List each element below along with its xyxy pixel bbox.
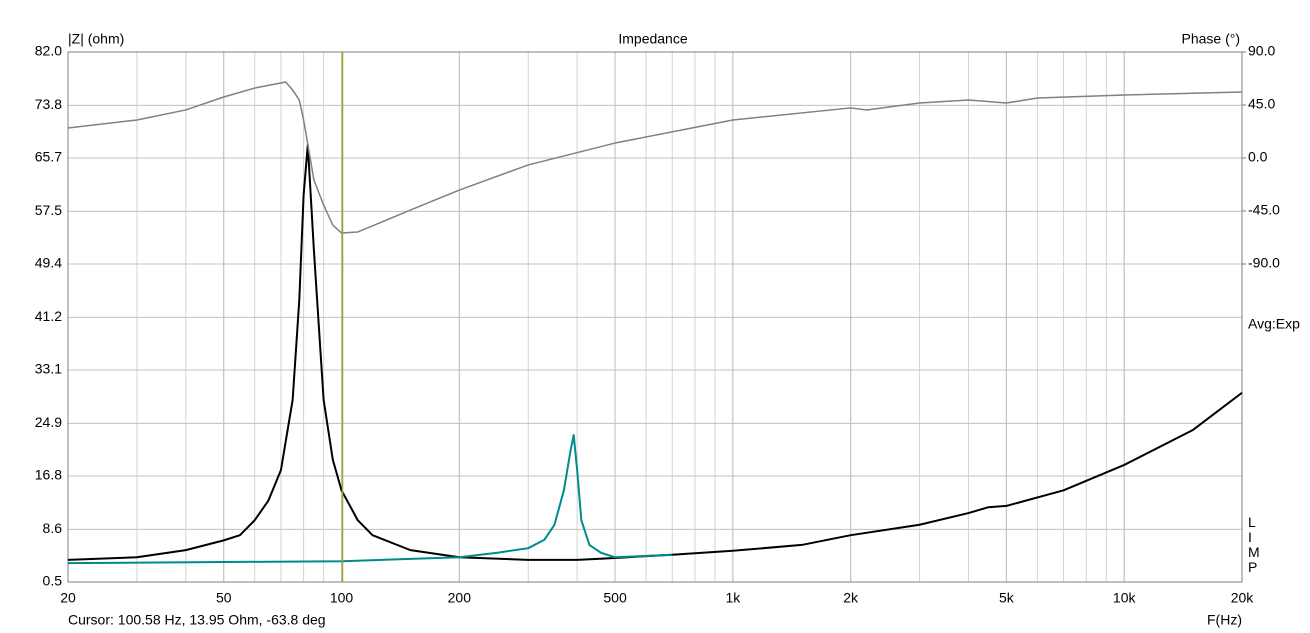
y-tick-label: 33.1 (35, 361, 62, 377)
y2-tick-label: -90.0 (1248, 255, 1280, 271)
side-label: LIMP (1248, 514, 1260, 575)
series-line (67, 81, 1243, 234)
x-tick-label: 20 (60, 590, 76, 606)
y-tick-label: 57.5 (35, 202, 62, 218)
x-axis-label: F(Hz) (1207, 612, 1242, 628)
y-axis-label: |Z| (ohm) (68, 31, 124, 47)
x-tick-label: 2k (843, 590, 859, 606)
y-tick-label: 65.7 (35, 149, 62, 165)
y-tick-label: 8.6 (43, 520, 63, 536)
cursor-readout: Cursor: 100.58 Hz, 13.95 Ohm, -63.8 deg (68, 612, 326, 628)
x-tick-label: 20k (1231, 590, 1255, 606)
x-tick-label: 500 (603, 590, 627, 606)
y-tick-label: 73.8 (35, 96, 62, 112)
x-tick-label: 5k (999, 590, 1015, 606)
x-tick-label: 1k (725, 590, 741, 606)
series-line (67, 143, 1243, 561)
y2-axis-label: Phase (°) (1181, 31, 1240, 47)
y2-tick-label: 0.0 (1248, 149, 1268, 165)
y-tick-label: 24.9 (35, 414, 62, 430)
x-tick-label: 50 (216, 590, 232, 606)
y-tick-label: 49.4 (35, 255, 62, 271)
y-tick-label: 82.0 (35, 43, 62, 59)
y-tick-label: 16.8 (35, 467, 62, 483)
y2-tick-label: 45.0 (1248, 96, 1275, 112)
average-label: Avg:Exp (1248, 316, 1300, 332)
y2-tick-label: 90.0 (1248, 43, 1275, 59)
x-tick-label: 100 (330, 590, 354, 606)
x-tick-label: 200 (448, 590, 472, 606)
chart-title: Impedance (618, 31, 687, 47)
series-line (67, 434, 673, 565)
y2-tick-label: -45.0 (1248, 202, 1280, 218)
y-tick-label: 41.2 (35, 308, 62, 324)
x-tick-label: 10k (1113, 590, 1137, 606)
y-tick-label: 0.5 (43, 573, 63, 589)
plot-frame (67, 51, 1243, 583)
